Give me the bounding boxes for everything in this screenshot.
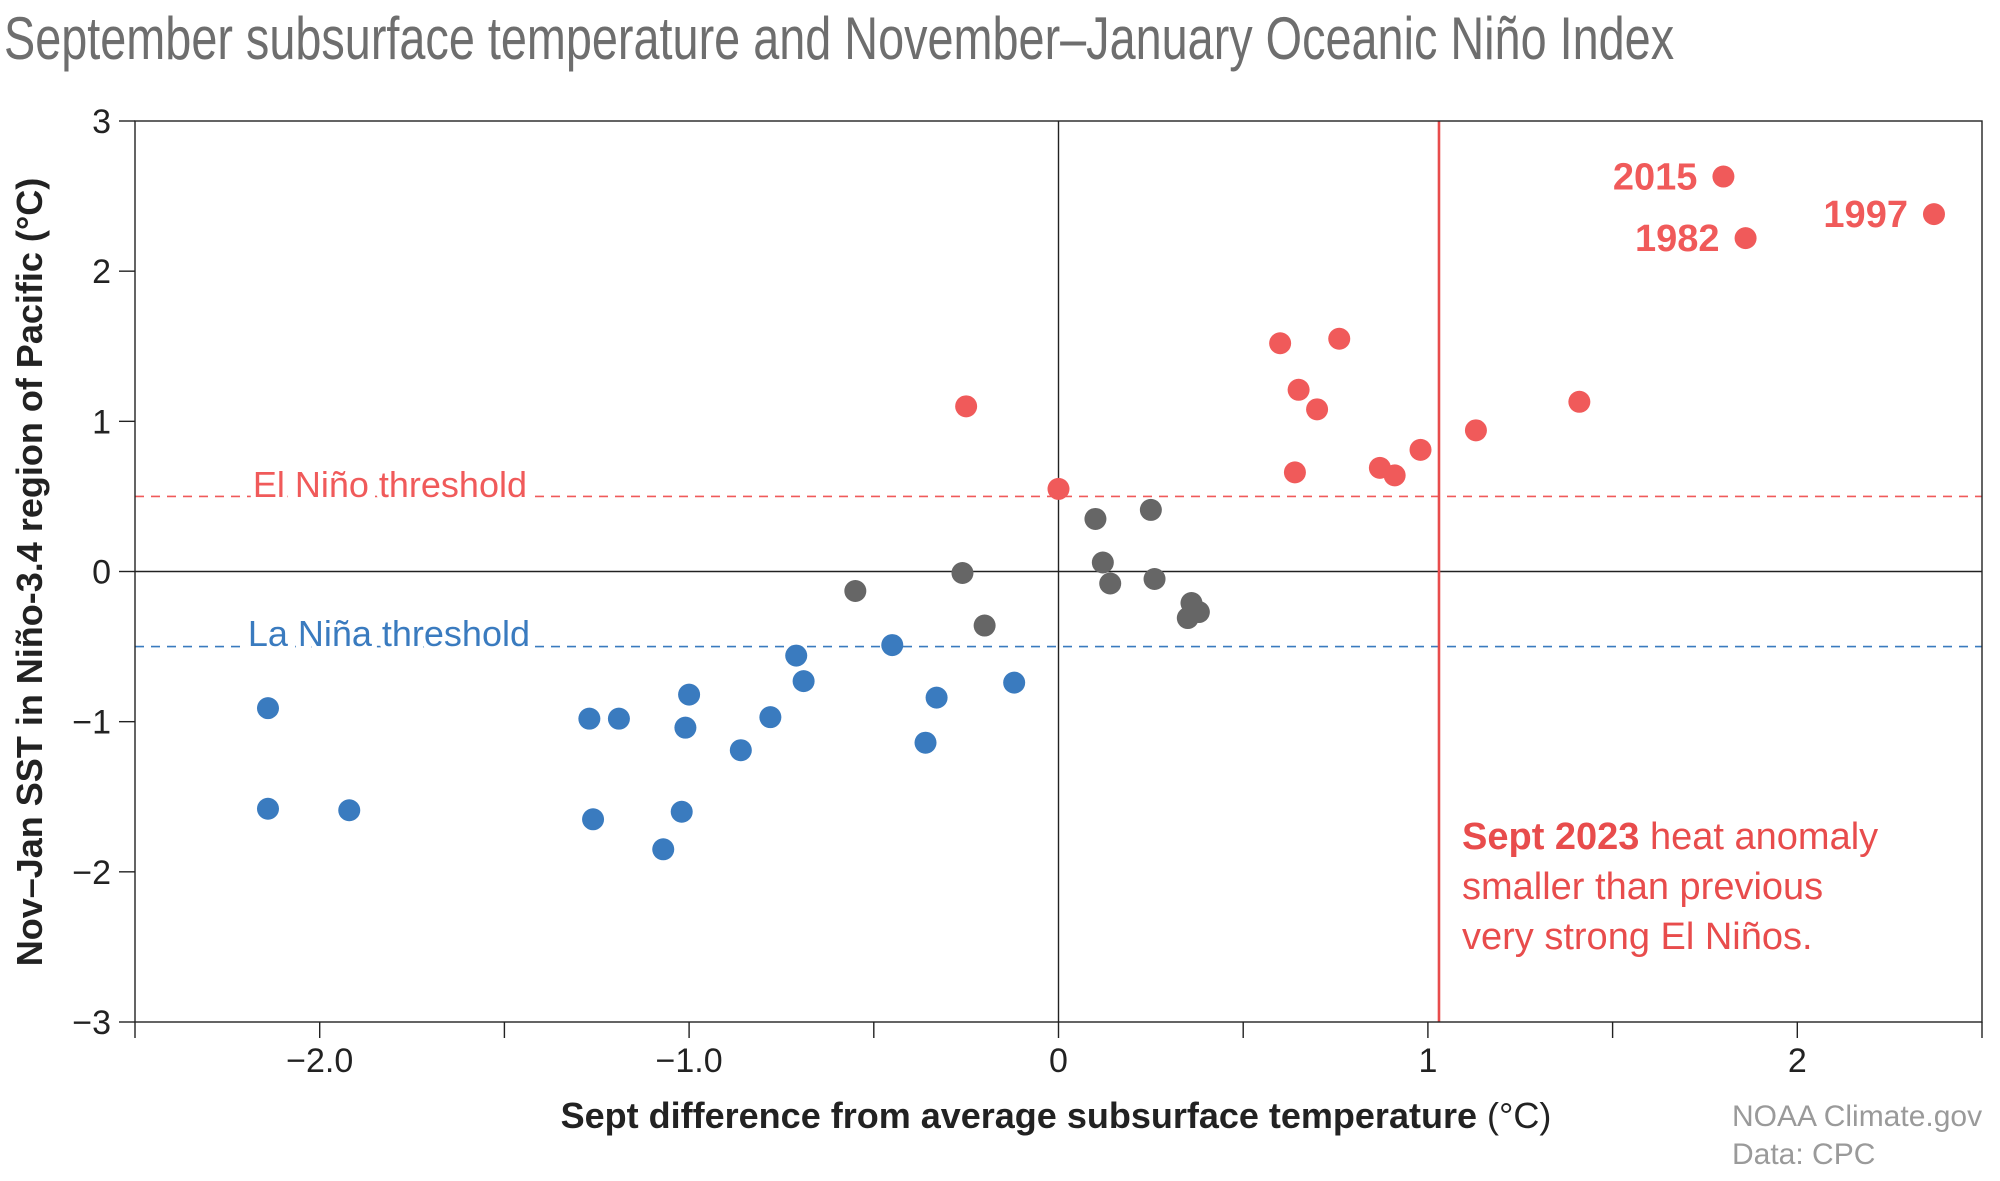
- neutral-point: [844, 580, 867, 603]
- el-nino-point: [1712, 165, 1735, 188]
- year-label: 1982: [1635, 218, 1720, 260]
- credit-source: NOAA Climate.gov: [1732, 1100, 1983, 1133]
- el-nino-point: [1464, 419, 1487, 442]
- el-nino-threshold-label: El Niño threshold: [253, 464, 527, 505]
- x-axis-ticks: −2.0 −1.0 0 1 2: [134, 1022, 1983, 1080]
- neutral-point: [951, 562, 974, 585]
- el-nino-point: [1283, 461, 1306, 484]
- chart-title: September subsurface temperature and Nov…: [4, 5, 1675, 72]
- y-tick-label: −2: [72, 854, 111, 892]
- la-nina-point: [678, 683, 701, 706]
- y-tick-label: 2: [92, 253, 111, 291]
- year-label: 2015: [1613, 157, 1698, 199]
- y-tick-label: 1: [92, 403, 111, 441]
- annotation-bold: Sept 2023: [1462, 816, 1639, 858]
- el-nino-point: [1568, 390, 1591, 413]
- neutral-point: [1099, 572, 1122, 595]
- y-tick-label: 3: [92, 103, 111, 141]
- x-axis-label-text: Sept difference from average subsurface …: [561, 1095, 1477, 1136]
- la-nina-point: [256, 797, 279, 820]
- el-nino-point: [1409, 438, 1432, 461]
- credit-data: Data: CPC: [1732, 1138, 1876, 1171]
- x-tick-label: 2: [1788, 1042, 1807, 1080]
- credit: NOAA Climate.gov Data: CPC: [1732, 1098, 1982, 1174]
- el-nino-point: [1328, 327, 1351, 350]
- la-nina-point: [881, 634, 904, 657]
- la-nina-point: [792, 670, 815, 693]
- threshold-lines: [135, 495, 1982, 648]
- el-nino-point: [1287, 378, 1310, 401]
- la-nina-point: [652, 838, 675, 861]
- la-nina-point: [914, 731, 937, 754]
- la-nina-point: [729, 739, 752, 762]
- la-nina-point: [1003, 671, 1026, 694]
- y-tick-label: 0: [92, 554, 111, 592]
- el-nino-point: [1734, 227, 1757, 250]
- data-points: [256, 165, 1945, 861]
- y-tick-label: −3: [72, 1004, 111, 1042]
- la-nina-point: [607, 707, 630, 730]
- annotation-line-1: Sept 2023 heat anomaly: [1462, 816, 1878, 858]
- la-nina-point: [925, 686, 948, 709]
- x-tick-label: −2.0: [286, 1042, 353, 1080]
- la-nina-point: [785, 644, 808, 667]
- el-nino-point: [1383, 464, 1406, 487]
- zero-lines: [135, 121, 1982, 1022]
- el-nino-point: [1922, 203, 1945, 226]
- y-axis-label: Nov–Jan SST in Niño-3.4 region of Pacifi…: [9, 178, 50, 967]
- el-nino-point: [1269, 332, 1292, 355]
- la-nina-point: [578, 707, 601, 730]
- neutral-point: [1143, 568, 1166, 591]
- x-axis-label: Sept difference from average subsurface …: [561, 1095, 1552, 1136]
- neutral-point: [1187, 601, 1210, 624]
- la-nina-point: [674, 716, 697, 739]
- el-nino-point: [1047, 477, 1070, 500]
- la-nina-point: [670, 800, 693, 823]
- neutral-point: [1139, 498, 1162, 521]
- la-nina-point: [338, 799, 361, 822]
- la-nina-point: [256, 697, 279, 720]
- x-tick-label: 1: [1418, 1042, 1437, 1080]
- el-nino-point: [955, 395, 978, 418]
- la-nina-point: [759, 706, 782, 729]
- year-label: 1997: [1823, 194, 1908, 236]
- x-axis-label-unit: (°C): [1487, 1095, 1551, 1136]
- y-tick-label: −1: [72, 704, 111, 742]
- annotation-line-2: smaller than previous: [1462, 866, 1823, 908]
- point-labels: 2015 1982 1997: [1613, 157, 1908, 261]
- el-nino-point: [1306, 398, 1329, 421]
- neutral-point: [1091, 551, 1114, 574]
- x-tick-label: −1.0: [656, 1042, 723, 1080]
- y-axis-ticks: −3 −2 −1 0 1 2 3: [72, 103, 135, 1042]
- la-nina-point: [582, 808, 605, 831]
- neutral-point: [1084, 507, 1107, 530]
- x-tick-label: 0: [1049, 1042, 1068, 1080]
- annotation-line-1-rest: heat anomaly: [1639, 816, 1878, 858]
- neutral-point: [973, 614, 996, 637]
- annotation-line-3: very strong El Niños.: [1462, 916, 1813, 958]
- la-nina-threshold-label: La Niña threshold: [248, 613, 530, 654]
